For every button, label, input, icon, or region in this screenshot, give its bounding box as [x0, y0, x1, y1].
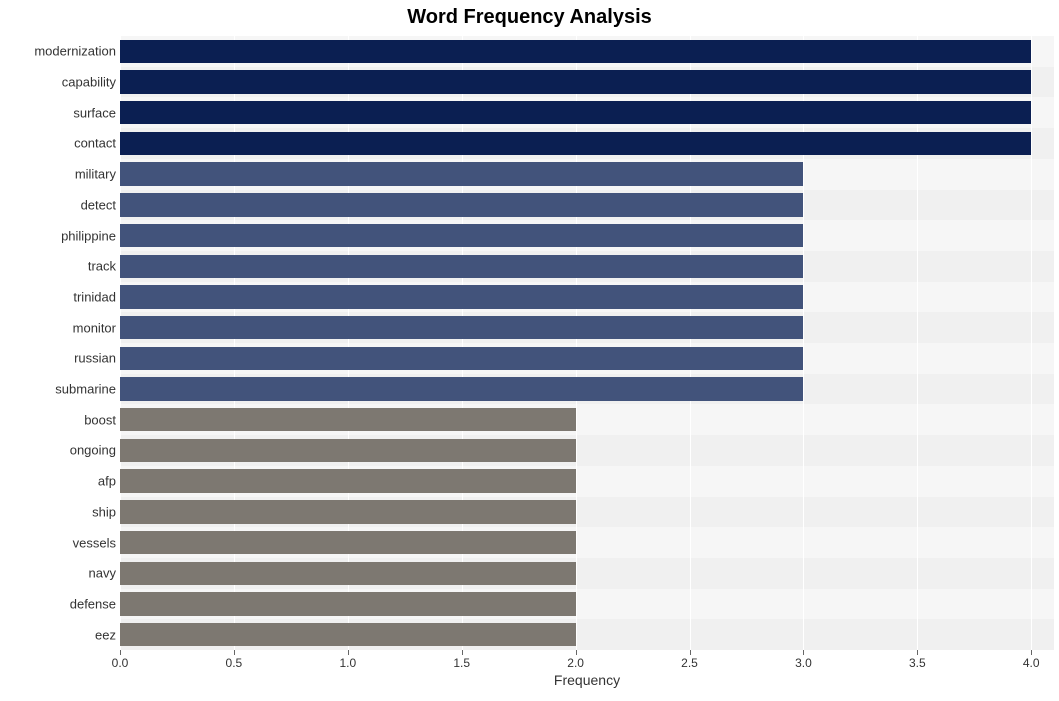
x-axis-title: Frequency [120, 672, 1054, 688]
y-tick-label: track [4, 259, 116, 274]
bar [120, 132, 1031, 155]
x-tick-label: 3.0 [795, 656, 812, 670]
y-tick-label: afp [4, 474, 116, 489]
x-tick-label: 2.5 [681, 656, 698, 670]
bar [120, 592, 576, 615]
x-tick-label: 1.0 [339, 656, 356, 670]
bar [120, 316, 803, 339]
bar [120, 500, 576, 523]
y-tick-label: monitor [4, 320, 116, 335]
bar [120, 623, 576, 646]
bar [120, 562, 576, 585]
gridline [462, 36, 463, 650]
gridline [803, 36, 804, 650]
y-tick-label: military [4, 167, 116, 182]
y-tick-label: philippine [4, 228, 116, 243]
gridline [917, 36, 918, 650]
x-tick-label: 3.5 [909, 656, 926, 670]
bar [120, 377, 803, 400]
bar [120, 285, 803, 308]
x-tick-mark [462, 650, 463, 655]
y-tick-label: defense [4, 596, 116, 611]
bar [120, 469, 576, 492]
x-tick-mark [917, 650, 918, 655]
bar [120, 101, 1031, 124]
word-frequency-chart: Word Frequency Analysis modernization cap… [0, 0, 1059, 701]
y-tick-label: detect [4, 197, 116, 212]
x-tick-mark [1031, 650, 1032, 655]
gridline [690, 36, 691, 650]
bar [120, 162, 803, 185]
x-tick-label: 4.0 [1023, 656, 1040, 670]
bar [120, 70, 1031, 93]
bar [120, 193, 803, 216]
x-tick-label: 0.0 [112, 656, 129, 670]
y-tick-label: ongoing [4, 443, 116, 458]
gridline [120, 36, 121, 650]
x-tick-mark [576, 650, 577, 655]
x-tick-mark [348, 650, 349, 655]
y-tick-label: submarine [4, 382, 116, 397]
x-tick-mark [690, 650, 691, 655]
bar [120, 408, 576, 431]
gridline [576, 36, 577, 650]
x-tick-label: 1.5 [453, 656, 470, 670]
bar [120, 439, 576, 462]
y-tick-label: trinidad [4, 289, 116, 304]
y-tick-label: navy [4, 566, 116, 581]
y-tick-label: eez [4, 627, 116, 642]
y-tick-label: capability [4, 75, 116, 90]
chart-title: Word Frequency Analysis [0, 6, 1059, 29]
y-tick-label: contact [4, 136, 116, 151]
plot-area [120, 36, 1054, 650]
y-tick-label: vessels [4, 535, 116, 550]
y-tick-label: modernization [4, 44, 116, 59]
y-tick-label: russian [4, 351, 116, 366]
bar [120, 531, 576, 554]
gridline [1031, 36, 1032, 650]
gridline [348, 36, 349, 650]
x-tick-mark [234, 650, 235, 655]
x-tick-label: 0.5 [226, 656, 243, 670]
bar [120, 40, 1031, 63]
y-tick-label: surface [4, 105, 116, 120]
x-tick-mark [120, 650, 121, 655]
bar [120, 347, 803, 370]
y-tick-label: ship [4, 504, 116, 519]
gridline [234, 36, 235, 650]
x-tick-mark [803, 650, 804, 655]
x-tick-label: 2.0 [567, 656, 584, 670]
y-tick-label: boost [4, 412, 116, 427]
bar [120, 224, 803, 247]
bar [120, 255, 803, 278]
